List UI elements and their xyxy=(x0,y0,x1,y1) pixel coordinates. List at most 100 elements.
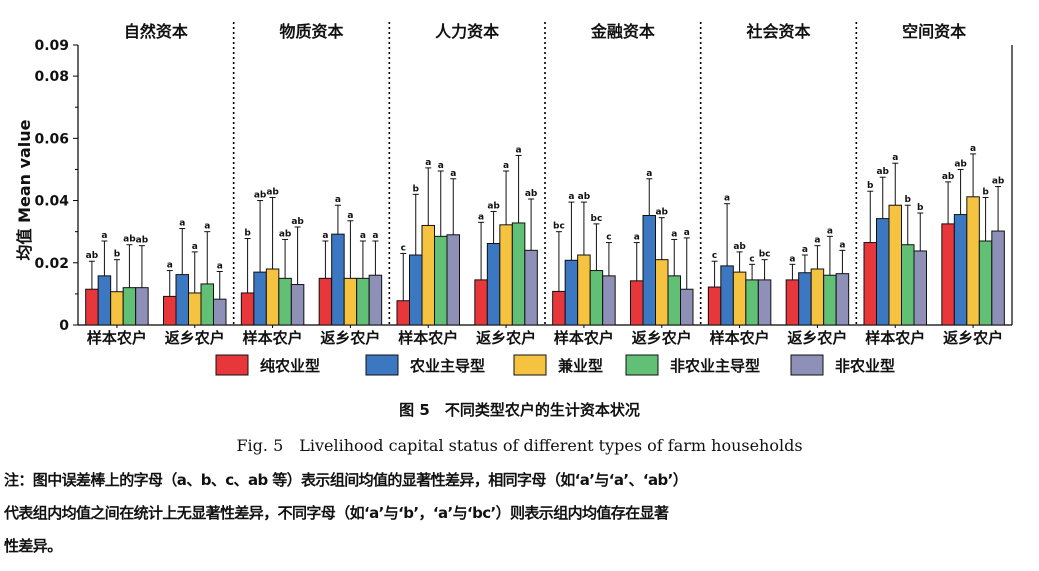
bar xyxy=(564,259,579,326)
bar xyxy=(978,240,993,326)
group-label: 样本农户 xyxy=(554,329,614,347)
significance-letter: a xyxy=(646,169,652,179)
significance-letter: a xyxy=(322,231,328,241)
panel-title: 社会资本 xyxy=(745,22,810,41)
y-tick-label: 0.06 xyxy=(34,131,69,147)
significance-letter: a xyxy=(684,228,690,238)
significance-letter: b xyxy=(114,250,121,260)
bar xyxy=(446,234,460,326)
panel-title: 人力资本 xyxy=(435,22,499,41)
bar xyxy=(913,250,927,326)
panel-title: 金融资本 xyxy=(590,22,655,41)
significance-letter: ab xyxy=(578,192,591,202)
significance-letter: b xyxy=(917,203,924,213)
bar xyxy=(511,222,526,326)
significance-letter: ab xyxy=(136,236,149,246)
group-label: 样本农户 xyxy=(710,329,770,347)
significance-letter: a xyxy=(204,222,210,232)
significance-letter: ab xyxy=(123,235,136,245)
bar xyxy=(474,279,488,326)
bar xyxy=(396,300,410,326)
bar xyxy=(499,224,513,326)
significance-letter: a xyxy=(789,254,795,264)
significance-letter: a xyxy=(372,231,378,241)
significance-letter: a xyxy=(724,194,730,204)
bar xyxy=(434,235,448,326)
bar xyxy=(577,254,591,326)
significance-letter: ab xyxy=(876,167,889,177)
legend-swatch xyxy=(215,354,249,376)
bar xyxy=(953,214,968,326)
significance-letter: a xyxy=(516,145,522,155)
bar xyxy=(356,277,370,326)
significance-letter: ab xyxy=(954,159,967,169)
bar xyxy=(486,242,501,326)
bar xyxy=(602,275,616,326)
bar xyxy=(785,279,800,326)
significance-letter: a xyxy=(438,161,444,171)
significance-letter: a xyxy=(568,192,574,202)
y-tick-label: 0.09 xyxy=(34,38,69,54)
bar xyxy=(630,280,644,326)
bar xyxy=(85,288,99,326)
bar xyxy=(175,274,189,326)
bar xyxy=(707,286,722,326)
bar xyxy=(213,298,227,326)
y-tick-label: 0.08 xyxy=(34,69,69,85)
significance-letter: a xyxy=(634,233,640,243)
significance-letter: a xyxy=(814,236,820,246)
significance-letter: a xyxy=(892,153,898,163)
group-label: 样本农户 xyxy=(87,329,147,347)
group-label: 样本农户 xyxy=(398,329,458,347)
significance-letter: a xyxy=(360,231,366,241)
significance-letter: c xyxy=(606,233,611,243)
significance-letter: ab xyxy=(525,189,538,199)
significance-letter: b xyxy=(982,187,989,197)
legend-label: 非农业主导型 xyxy=(670,357,760,375)
bar xyxy=(163,295,177,326)
bar xyxy=(720,265,734,326)
significance-letter: a xyxy=(671,229,677,239)
legend-swatch xyxy=(365,354,399,376)
panel-title: 自然资本 xyxy=(124,22,188,41)
bar xyxy=(798,272,812,326)
legend-swatch xyxy=(513,354,547,376)
legend-swatch xyxy=(625,354,659,376)
significance-letter: c xyxy=(712,251,717,261)
significance-letter: a xyxy=(802,245,808,255)
significance-letter: a xyxy=(335,195,341,205)
note-line-2: 代表组内均值之间在统计上无显著性差异，不同字母（如‘a’与‘b’，‘a’与‘bc… xyxy=(4,504,669,522)
significance-letter: ab xyxy=(279,229,292,239)
bar xyxy=(331,233,345,326)
significance-letter: bc xyxy=(553,222,565,232)
bar xyxy=(732,271,747,326)
significance-letter: a xyxy=(827,226,833,236)
bar xyxy=(409,254,423,326)
significance-letter: c xyxy=(749,254,754,264)
significance-letter: a xyxy=(478,212,484,222)
significance-letter: c xyxy=(401,243,406,253)
group-label: 返乡农户 xyxy=(632,329,692,347)
group-label: 返乡农户 xyxy=(476,329,536,347)
bar xyxy=(810,268,825,326)
bar xyxy=(265,268,280,326)
bar xyxy=(110,291,124,326)
chart: 0 0.02 0.04 0.06 0.08 0.09 均值 Mean value 自然资本样本… xyxy=(15,22,1013,376)
bar xyxy=(97,275,112,326)
bar xyxy=(863,242,877,326)
figure-caption-chinese: 图 5 不同类型农户的生计资本状况 xyxy=(399,401,640,419)
bar xyxy=(343,277,358,326)
significance-letter: a xyxy=(425,158,431,168)
significance-letter: ab xyxy=(733,242,746,252)
bar xyxy=(888,204,902,326)
group-label: 样本农户 xyxy=(865,329,925,347)
bar xyxy=(188,292,202,326)
panel-title: 物质资本 xyxy=(279,22,343,41)
group-label: 返乡农户 xyxy=(787,329,847,347)
bar xyxy=(745,279,759,326)
bar xyxy=(991,230,1005,326)
bar xyxy=(524,249,538,326)
figure-note: 注：图中误差棒上的字母（a、b、c、ab 等）表示组间均值的显著性差异，相同字母… xyxy=(4,464,1036,563)
bar xyxy=(901,244,915,326)
significance-letter: a xyxy=(101,231,107,241)
